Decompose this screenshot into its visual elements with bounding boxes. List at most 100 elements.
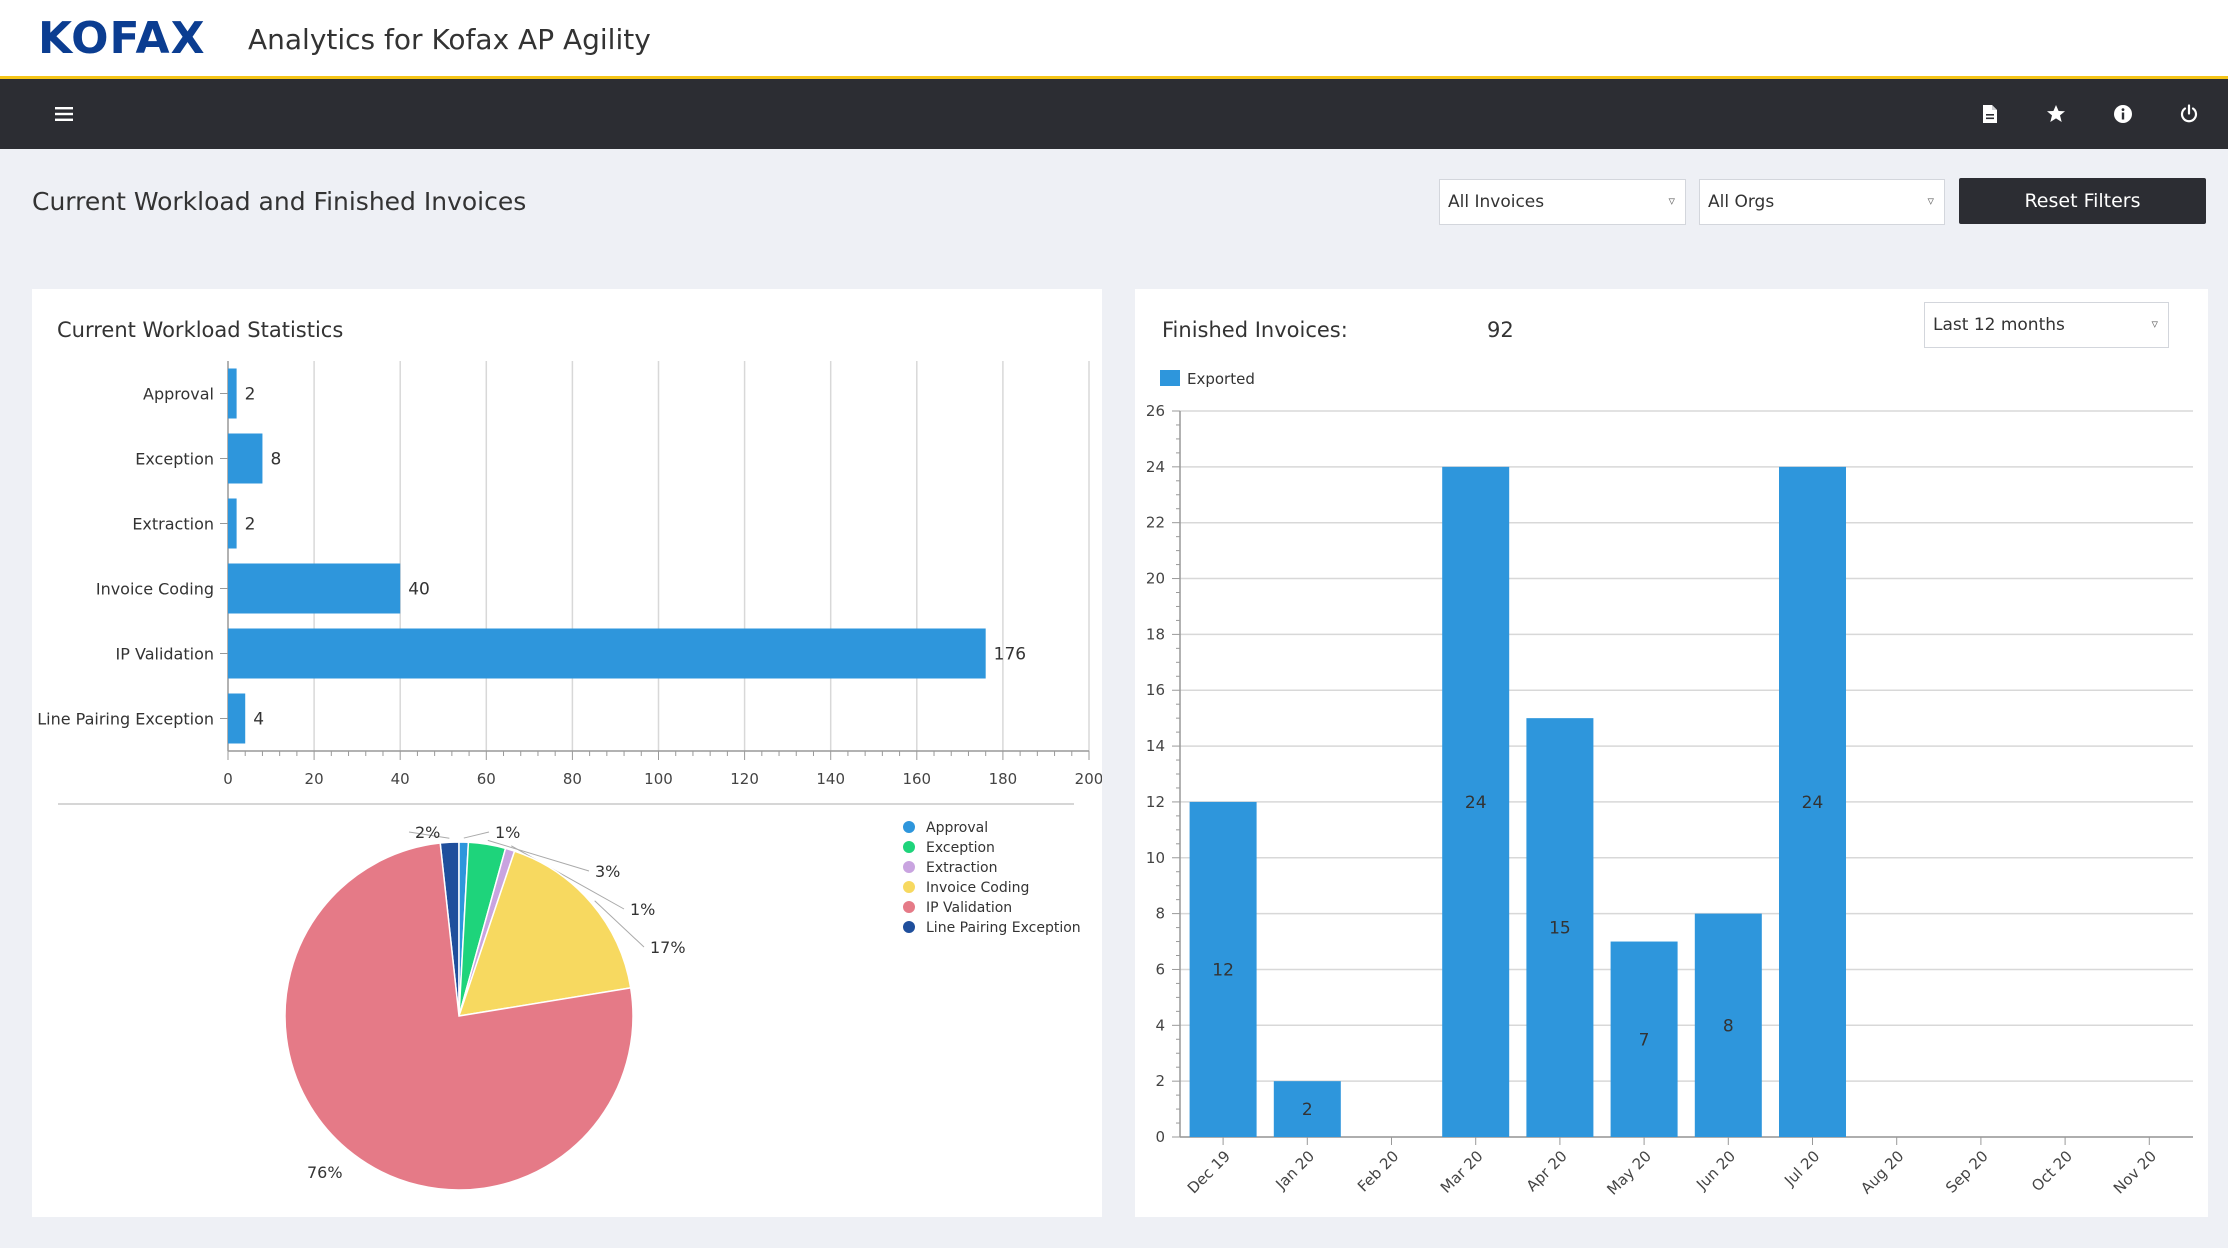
bar-value-label: 176 — [994, 645, 1026, 665]
pie-percent-label: 17% — [650, 938, 686, 957]
chevron-down-icon: ▿ — [1668, 194, 1675, 209]
finished-title: Finished Invoices: — [1162, 318, 1348, 342]
y-tick-label: 14 — [1146, 737, 1165, 755]
x-tick-label: Sep 20 — [1942, 1147, 1992, 1197]
app-header: KOFAX Analytics for Kofax AP Agility — [0, 0, 2228, 79]
bar-may-20 — [1610, 941, 1678, 1137]
x-tick-label: Jun 20 — [1692, 1147, 1739, 1194]
x-tick-label: 120 — [730, 770, 759, 788]
star-icon-glyph — [2047, 105, 2065, 122]
legend-marker — [903, 861, 915, 873]
y-tick-label: 0 — [1155, 1128, 1165, 1146]
x-tick-label: Jul 20 — [1780, 1147, 1823, 1190]
reset-filters-button[interactable]: Reset Filters — [1959, 178, 2206, 224]
y-tick-label: 20 — [1146, 570, 1165, 588]
page-title: Current Workload and Finished Invoices — [32, 187, 527, 216]
y-category-label: Approval — [143, 385, 214, 404]
legend-label: Approval — [926, 820, 988, 836]
y-tick-label: 8 — [1155, 905, 1165, 923]
bar-value-label: 2 — [245, 515, 256, 535]
bar-value-label: 24 — [1802, 793, 1824, 813]
x-tick-label: 100 — [644, 770, 673, 788]
invoices-select-value: All Invoices — [1448, 192, 1545, 212]
pie-percent-label: 1% — [630, 900, 655, 919]
x-tick-label: 180 — [989, 770, 1018, 788]
bar-value-label: 2 — [1302, 1100, 1313, 1120]
bar-value-label: 40 — [408, 580, 430, 600]
finished-total: 92 — [1487, 318, 1514, 342]
bar-jan-20 — [1273, 1081, 1341, 1137]
y-tick-label: 6 — [1155, 960, 1165, 978]
pie-percent-label: 2% — [415, 823, 440, 842]
x-tick-label: Jan 20 — [1271, 1147, 1318, 1194]
pie-leader-line — [408, 831, 450, 839]
bar-line-pairing-exception — [228, 693, 246, 744]
x-tick-label: 60 — [477, 770, 496, 788]
workload-charts: 0 20 40 60 80 100 120 140 160 180 200 2 Approval 8 Exc… — [37, 361, 1102, 1191]
x-tick-label: 0 — [223, 770, 233, 788]
bar-dec-19 — [1189, 801, 1257, 1137]
y-category-label: Exception — [135, 450, 214, 469]
bar-value-label: 8 — [270, 450, 281, 470]
x-tick-label: 200 — [1075, 770, 1102, 788]
pie-slice-invoice-coding — [457, 850, 632, 1017]
period-select-value: Last 12 months — [1933, 315, 2065, 335]
bar-invoice-coding — [228, 563, 401, 614]
bar-value-label: 7 — [1639, 1030, 1650, 1050]
legend-label: Extraction — [926, 860, 997, 876]
legend-label: Exception — [926, 840, 995, 856]
legend-label: Exported — [1187, 370, 1255, 388]
y-category-label: IP Validation — [116, 645, 214, 664]
y-tick-label: 22 — [1146, 514, 1165, 532]
menu-icon-glyph — [55, 107, 73, 121]
y-tick-label: 2 — [1155, 1072, 1165, 1090]
orgs-select-value: All Orgs — [1708, 192, 1775, 212]
x-tick-label: Aug 20 — [1857, 1147, 1907, 1197]
x-tick-label: Apr 20 — [1523, 1147, 1571, 1195]
y-tick-label: 26 — [1146, 402, 1165, 420]
legend-marker — [903, 821, 915, 833]
legend-label: Line Pairing Exception — [926, 920, 1081, 936]
pie-percent-label: 3% — [595, 862, 620, 881]
pie-leader-line — [594, 900, 645, 948]
bar-jun-20 — [1694, 913, 1762, 1137]
document-icon[interactable] — [1970, 79, 2010, 149]
period-select[interactable]: Last 12 months ▿ — [1924, 302, 2169, 348]
y-tick-label: 24 — [1146, 458, 1165, 476]
pie-percent-label: 1% — [495, 823, 520, 842]
orgs-select[interactable]: All Orgs ▿ — [1699, 179, 1945, 225]
pie-percent-label: 76% — [307, 1163, 343, 1182]
x-tick-label: Oct 20 — [2028, 1147, 2076, 1195]
y-category-label: Line Pairing Exception — [37, 710, 214, 729]
info-icon[interactable] — [2103, 79, 2143, 149]
legend-marker-exported — [1160, 370, 1180, 386]
bar-ip-validation — [228, 628, 986, 679]
pie-leader-line — [463, 831, 490, 839]
y-tick-label: 16 — [1146, 681, 1165, 699]
kofax-logo: KOFAX — [38, 13, 206, 64]
bar-value-label: 4 — [253, 710, 264, 730]
power-icon[interactable] — [2169, 79, 2209, 149]
bar-value-label: 24 — [1465, 793, 1487, 813]
chevron-down-icon: ▿ — [2151, 317, 2158, 332]
y-tick-label: 12 — [1146, 793, 1165, 811]
menu-icon[interactable] — [44, 79, 84, 149]
star-icon[interactable] — [2036, 79, 2076, 149]
y-category-label: Extraction — [132, 515, 214, 534]
y-category-label: Invoice Coding — [96, 580, 214, 599]
x-tick-label: May 20 — [1603, 1147, 1655, 1199]
x-tick-label: Mar 20 — [1437, 1147, 1487, 1197]
bar-approval — [228, 368, 237, 419]
invoices-select[interactable]: All Invoices ▿ — [1439, 179, 1686, 225]
bar-exception — [228, 433, 263, 484]
info-icon-glyph — [2114, 105, 2132, 123]
bar-value-label: 12 — [1212, 960, 1234, 980]
bar-value-label: 2 — [245, 385, 256, 405]
x-tick-label: Nov 20 — [2110, 1147, 2160, 1197]
workload-panel: Current Workload Statistics 0 20 40 60 80 100… — [32, 289, 1102, 1217]
x-tick-label: 140 — [816, 770, 845, 788]
x-tick-label: 20 — [305, 770, 324, 788]
bar-apr-20 — [1526, 718, 1594, 1137]
app-title: Analytics for Kofax AP Agility — [248, 23, 651, 56]
workload-title: Current Workload Statistics — [57, 318, 344, 342]
